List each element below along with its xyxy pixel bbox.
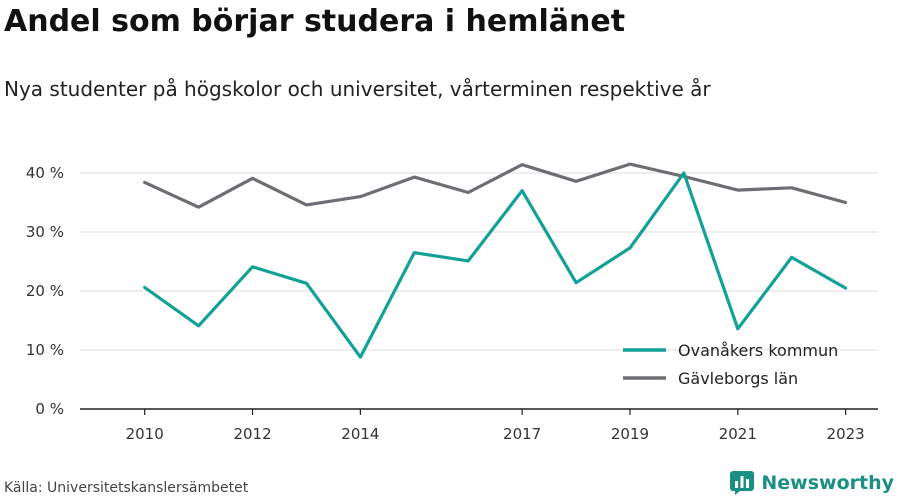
brand-name: Newsworthy — [761, 472, 894, 494]
series-line-gavleborg — [143, 162, 848, 209]
x-tick-label: 2023 — [827, 425, 865, 443]
x-tick-label: 2014 — [341, 425, 379, 443]
source-note: Källa: Universitetskanslersämbetet — [4, 480, 249, 496]
series-line-ovanaker — [143, 171, 848, 359]
series-lines — [143, 162, 848, 359]
legend-label: Gävleborgs län — [678, 369, 798, 388]
x-tick-label: 2017 — [503, 425, 541, 443]
x-tick-label: 2019 — [611, 425, 649, 443]
legend: Ovanåkers kommun Gävleborgs län — [623, 341, 838, 388]
brand-logo: Newsworthy — [729, 470, 894, 496]
newsworthy-logo-icon — [730, 471, 755, 495]
grid-lines — [80, 172, 878, 351]
axes: 0 % 10 % 20 % 30 % 40 % 2010 2012 2014 2017 2019 2… — [26, 164, 878, 443]
y-tick-label: 20 % — [26, 282, 64, 300]
y-tick-label: 10 % — [26, 341, 64, 359]
y-tick-label: 30 % — [26, 223, 64, 241]
x-tick-label: 2010 — [126, 425, 164, 443]
y-tick-label: 0 % — [35, 400, 64, 418]
chart-title: Andel som börjar studera i hemlänet — [4, 4, 626, 39]
legend-label: Ovanåkers kommun — [678, 341, 838, 360]
x-tick-label: 2021 — [719, 425, 757, 443]
y-tick-label: 40 % — [26, 164, 64, 182]
x-tick-label: 2012 — [233, 425, 271, 443]
chart-subtitle: Nya studenter på högskolor och universit… — [4, 77, 711, 101]
